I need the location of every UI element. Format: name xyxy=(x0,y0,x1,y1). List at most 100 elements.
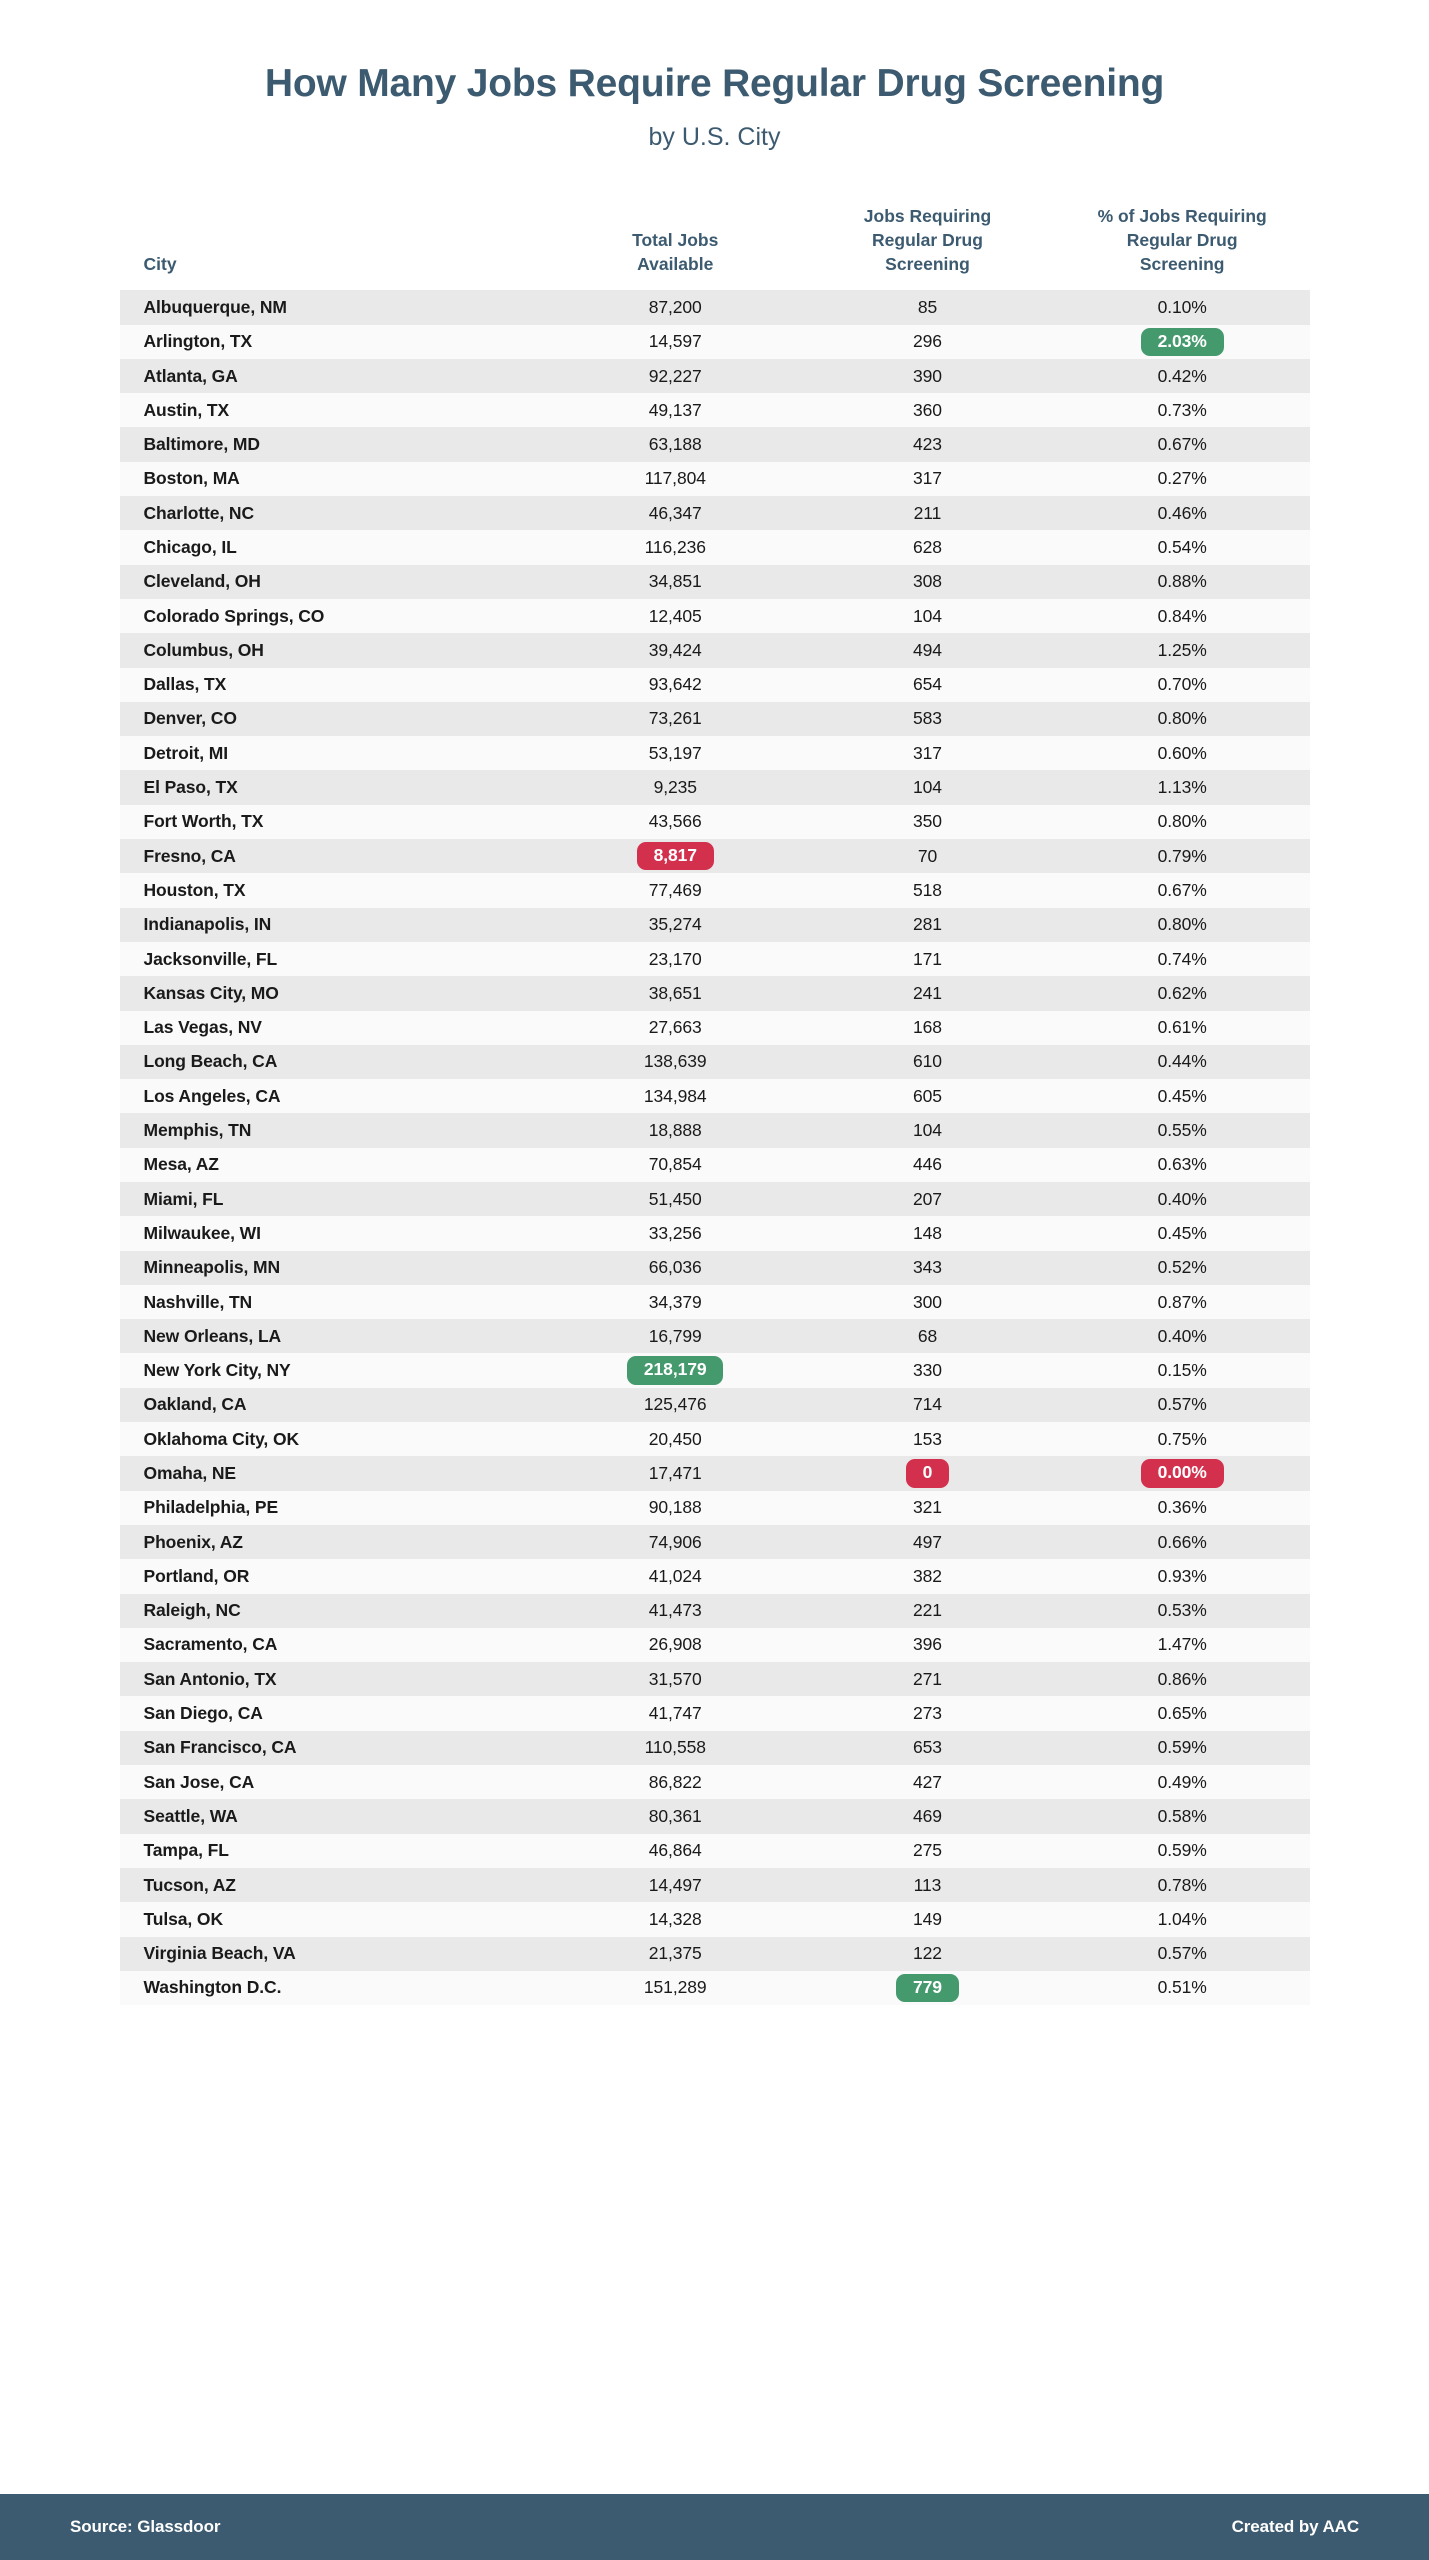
table-row: Las Vegas, NV 27,663 168 0.61% xyxy=(119,1010,1310,1045)
cell-jobs-requiring: 446 xyxy=(800,1147,1055,1182)
cell-jobs-requiring: 104 xyxy=(800,1113,1055,1148)
cell-total-jobs: 31,570 xyxy=(550,1662,801,1697)
table-row: El Paso, TX 9,235 104 1.13% xyxy=(119,770,1310,805)
cell-city: New Orleans, LA xyxy=(119,1319,551,1354)
cell-pct-requiring: 1.04% xyxy=(1054,1902,1310,1937)
table-row: Seattle, WA 80,361 469 0.58% xyxy=(119,1799,1310,1834)
highlight-badge-high: 779 xyxy=(896,1973,959,2003)
cell-city: Denver, CO xyxy=(119,701,551,737)
table-row: Chicago, IL 116,236 628 0.54% xyxy=(119,530,1310,565)
table-row: Philadelphia, PE 90,188 321 0.36% xyxy=(119,1490,1310,1525)
cell-jobs-requiring: 68 xyxy=(800,1319,1055,1354)
cell-pct-requiring: 0.67% xyxy=(1054,873,1310,908)
cell-city: Detroit, MI xyxy=(119,736,551,771)
highlight-badge-low: 8,817 xyxy=(636,842,714,871)
cell-pct-requiring: 0.88% xyxy=(1054,564,1310,599)
table-row: Colorado Springs, CO 12,405 104 0.84% xyxy=(119,598,1310,634)
cell-total-jobs: 34,851 xyxy=(550,564,801,599)
cell-jobs-requiring: 273 xyxy=(800,1696,1055,1731)
cell-city: Omaha, NE xyxy=(119,1456,551,1491)
cell-pct-requiring: 0.75% xyxy=(1054,1422,1310,1457)
cell-total-jobs: 110,558 xyxy=(550,1730,801,1766)
cell-total-jobs: 14,597 xyxy=(550,324,801,359)
cell-jobs-requiring: 281 xyxy=(800,907,1055,942)
cell-total-jobs: 53,197 xyxy=(550,736,801,771)
cell-jobs-requiring: 653 xyxy=(800,1730,1055,1766)
cell-pct-requiring: 0.73% xyxy=(1054,393,1310,428)
cell-total-jobs: 41,747 xyxy=(550,1696,801,1731)
cell-total-jobs: 70,854 xyxy=(550,1147,801,1182)
cell-city: Boston, MA xyxy=(119,461,551,497)
cell-pct-requiring: 0.36% xyxy=(1054,1490,1310,1525)
cell-total-jobs: 33,256 xyxy=(550,1216,801,1251)
cell-pct-requiring: 0.59% xyxy=(1054,1833,1310,1868)
cell-pct-requiring: 0.79% xyxy=(1054,839,1310,874)
cell-pct-requiring: 1.13% xyxy=(1054,770,1310,805)
bottom-spacer xyxy=(0,2005,1429,2494)
cell-jobs-requiring: 583 xyxy=(800,701,1055,737)
table-header-row: City Total Jobs Available Jobs Requiring R… xyxy=(120,204,1310,290)
cell-city: Nashville, TN xyxy=(119,1284,551,1320)
cell-city: Raleigh, NC xyxy=(119,1593,551,1628)
table-row: Mesa, AZ 70,854 446 0.63% xyxy=(119,1147,1310,1182)
table-row: Detroit, MI 53,197 317 0.60% xyxy=(119,736,1310,771)
cell-jobs-requiring: 0 xyxy=(800,1456,1055,1491)
table-row: Tucson, AZ 14,497 113 0.78% xyxy=(119,1867,1310,1903)
cell-total-jobs: 34,379 xyxy=(550,1284,801,1320)
page-footer: Source: Glassdoor Created by AAC xyxy=(0,2494,1429,2560)
cell-city: Phoenix, AZ xyxy=(119,1524,551,1560)
cell-jobs-requiring: 300 xyxy=(800,1284,1055,1320)
cell-pct-requiring: 0.80% xyxy=(1054,804,1310,840)
cell-jobs-requiring: 85 xyxy=(800,290,1055,325)
cell-city: Oakland, CA xyxy=(119,1387,551,1423)
cell-city: Jacksonville, FL xyxy=(119,941,551,977)
cell-jobs-requiring: 317 xyxy=(800,736,1055,771)
table-row: San Antonio, TX 31,570 271 0.86% xyxy=(119,1662,1310,1697)
highlight-badge-low: 0.00% xyxy=(1140,1459,1224,1488)
cell-jobs-requiring: 275 xyxy=(800,1833,1055,1868)
cell-city: Austin, TX xyxy=(119,393,551,428)
cell-city: Miami, FL xyxy=(119,1181,551,1217)
table-row: Charlotte, NC 46,347 211 0.46% xyxy=(119,496,1310,531)
cell-city: Colorado Springs, CO xyxy=(119,598,551,634)
cell-total-jobs: 17,471 xyxy=(550,1456,801,1491)
cell-total-jobs: 87,200 xyxy=(550,290,801,325)
cell-total-jobs: 134,984 xyxy=(550,1079,801,1114)
cell-total-jobs: 218,179 xyxy=(550,1353,801,1388)
cell-pct-requiring: 0.59% xyxy=(1054,1730,1310,1766)
cell-total-jobs: 35,274 xyxy=(550,907,801,942)
table-row: Tulsa, OK 14,328 149 1.04% xyxy=(119,1902,1310,1937)
table-row: Los Angeles, CA 134,984 605 0.45% xyxy=(119,1079,1310,1114)
cell-total-jobs: 38,651 xyxy=(550,976,801,1011)
table-row: Austin, TX 49,137 360 0.73% xyxy=(119,393,1310,428)
cell-city: San Jose, CA xyxy=(119,1765,551,1800)
table-head: City Total Jobs Available Jobs Requiring R… xyxy=(120,204,1310,290)
cell-city: Fresno, CA xyxy=(119,839,551,874)
cell-jobs-requiring: 149 xyxy=(800,1902,1055,1937)
table-row: Milwaukee, WI 33,256 148 0.45% xyxy=(119,1216,1310,1251)
table-row: Tampa, FL 46,864 275 0.59% xyxy=(119,1833,1310,1868)
cell-total-jobs: 151,289 xyxy=(550,1970,801,2006)
highlight-badge-high: 218,179 xyxy=(626,1356,724,1385)
cell-jobs-requiring: 360 xyxy=(800,393,1055,428)
cell-jobs-requiring: 343 xyxy=(800,1250,1055,1285)
table-row: Oklahoma City, OK 20,450 153 0.75% xyxy=(119,1422,1310,1457)
cell-pct-requiring: 0.65% xyxy=(1054,1696,1310,1731)
cell-pct-requiring: 0.57% xyxy=(1054,1387,1310,1423)
cell-jobs-requiring: 317 xyxy=(800,461,1055,497)
cell-pct-requiring: 0.60% xyxy=(1054,736,1310,771)
cell-city: Portland, OR xyxy=(119,1559,551,1594)
table-row: Omaha, NE 17,471 0 0.00% xyxy=(119,1456,1310,1491)
page-title: How Many Jobs Require Regular Drug Scree… xyxy=(264,62,1165,105)
cell-city: Baltimore, MD xyxy=(119,427,551,462)
table-row: New York City, NY 218,179 330 0.15% xyxy=(119,1353,1310,1388)
table-row: Oakland, CA 125,476 714 0.57% xyxy=(119,1387,1310,1423)
cell-pct-requiring: 0.55% xyxy=(1054,1113,1310,1148)
cell-total-jobs: 49,137 xyxy=(550,393,801,428)
cell-jobs-requiring: 350 xyxy=(800,804,1055,840)
table-row: Portland, OR 41,024 382 0.93% xyxy=(119,1559,1310,1594)
cell-total-jobs: 8,817 xyxy=(550,839,801,874)
highlight-badge-low: 0 xyxy=(905,1459,950,1488)
cell-jobs-requiring: 427 xyxy=(800,1765,1055,1800)
table-row: Albuquerque, NM 87,200 85 0.10% xyxy=(119,290,1310,325)
